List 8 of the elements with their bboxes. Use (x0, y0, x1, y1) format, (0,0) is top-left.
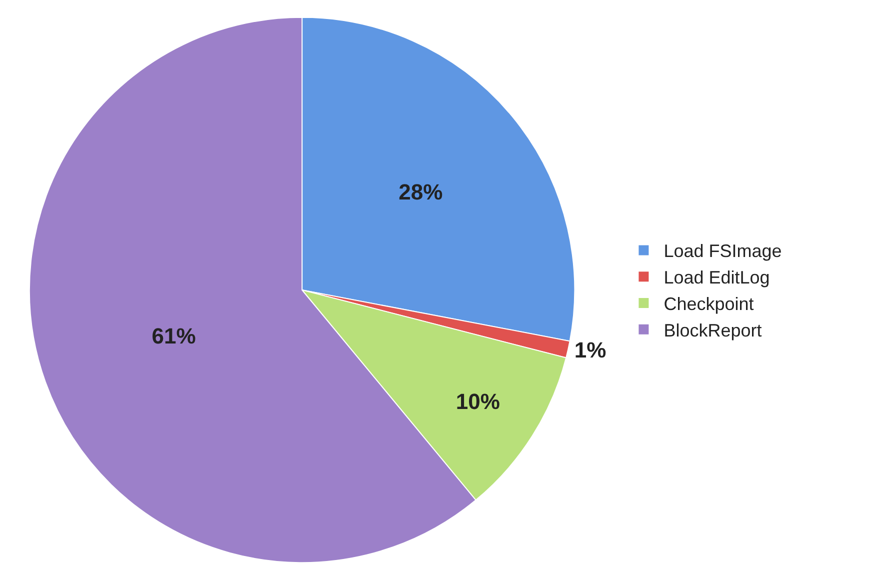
legend-label: Load FSImage (664, 241, 782, 262)
data-label: 28% (398, 179, 443, 204)
data-label: 10% (456, 389, 500, 414)
legend-label: Checkpoint (664, 294, 754, 314)
data-label: 61% (152, 324, 196, 349)
data-label: 1% (574, 338, 606, 363)
legend-label: Load EditLog (664, 268, 770, 288)
legend-label: BlockReport (664, 320, 762, 340)
